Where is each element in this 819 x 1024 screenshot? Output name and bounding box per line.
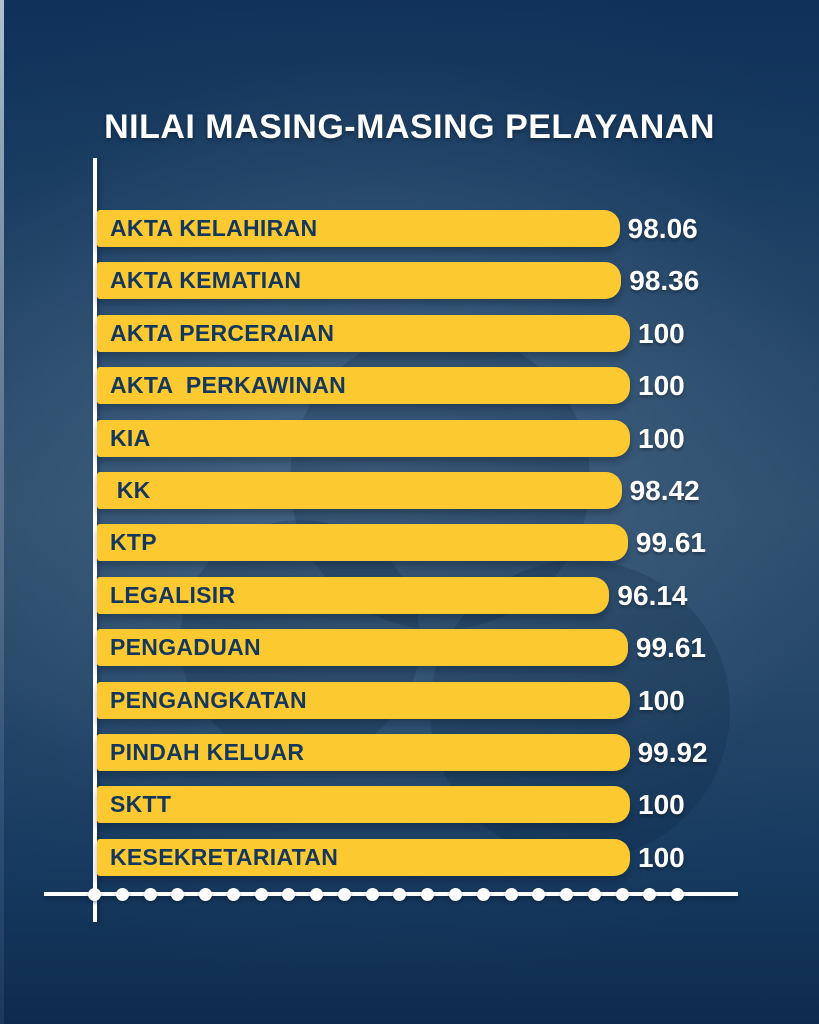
bar-row: AKTA KELAHIRAN 98.06: [97, 210, 797, 247]
axis-tick-dot: [504, 887, 518, 901]
axis-tick-dot: [282, 887, 296, 901]
axis-tick-dot: [254, 887, 268, 901]
bar-row: AKTA PERCERAIAN 100: [97, 314, 797, 352]
x-axis-line: [44, 892, 738, 896]
axis-tick-dot: [310, 887, 324, 901]
bar-row: SKTT 100: [97, 786, 797, 824]
axis-tick-dot: [393, 887, 407, 901]
bar-category-label: AKTA PERKAWINAN: [110, 372, 347, 399]
bar-row: PENGANGKATAN 100: [97, 681, 797, 719]
bar: PENGADUAN: [97, 629, 628, 667]
bar: AKTA PERKAWINAN: [97, 367, 630, 405]
bar-category-label: KK: [110, 477, 151, 503]
bar-category-label: AKTA PERCERAIAN: [110, 319, 335, 346]
bar-row: KIA 100: [97, 419, 797, 457]
bar-value-label: 98.42: [629, 475, 700, 506]
axis-tick-dot: [365, 887, 379, 901]
axis-tick-dot: [226, 887, 240, 901]
bar-value-label: 100: [638, 317, 685, 349]
bar-category-label: KIA: [110, 424, 151, 451]
axis-tick-dot: [421, 887, 435, 901]
bar: KTP: [97, 524, 628, 562]
bar-value-label: 100: [638, 841, 685, 873]
axis-tick-dot: [643, 887, 657, 901]
chart-title: NILAI MASING-MASING PELAYANAN: [104, 108, 715, 146]
bar: KK: [97, 472, 622, 509]
bar-row: KK 98.42: [97, 472, 797, 509]
bar: AKTA KELAHIRAN: [97, 210, 620, 247]
axis-tick-dot: [115, 887, 129, 901]
bar-category-label: KESEKRETARIATAN: [110, 843, 339, 870]
bar-category-label: SKTT: [110, 791, 172, 818]
bar-value-label: 99.61: [635, 632, 706, 664]
axis-tick-dot: [671, 887, 685, 901]
bar-category-label: PENGANGKATAN: [110, 686, 307, 713]
bar-row: PENGADUAN 99.61: [97, 629, 797, 667]
axis-tick-dot: [337, 887, 351, 901]
bar: PINDAH KELUAR: [97, 734, 630, 771]
left-edge-highlight: [0, 0, 4, 1024]
bar-row: AKTA KEMATIAN 98.36: [97, 262, 797, 300]
axis-tick-dot: [143, 887, 157, 901]
bar-row: AKTA PERKAWINAN 100: [97, 367, 797, 405]
axis-tick-dot: [199, 887, 213, 901]
bar-value-label: 96.14: [617, 579, 688, 611]
bar: PENGANGKATAN: [97, 681, 630, 719]
axis-tick-dot: [476, 887, 490, 901]
bar-row: LEGALISIR 96.14: [97, 576, 797, 614]
bar-value-label: 99.61: [635, 527, 706, 559]
axis-tick-dot: [88, 887, 102, 901]
bar-value-label: 98.06: [627, 213, 698, 244]
bar-value-label: 98.36: [629, 265, 700, 297]
bar: AKTA PERCERAIAN: [97, 314, 630, 352]
bar-category-label: LEGALISIR: [110, 581, 236, 608]
bar-category-label: KTP: [110, 529, 157, 556]
bar: KESEKRETARIATAN: [97, 838, 630, 876]
bar-row: KESEKRETARIATAN 100: [97, 838, 797, 876]
y-axis-line: [93, 158, 97, 922]
axis-tick-dot: [532, 887, 546, 901]
bar: SKTT: [97, 786, 630, 824]
bar: KIA: [97, 419, 630, 457]
bar-value-label: 100: [638, 370, 685, 402]
axis-tick-dot: [587, 887, 601, 901]
axis-tick-dot: [615, 887, 629, 901]
axis-tick-dot: [171, 887, 185, 901]
axis-tick-dot: [560, 887, 574, 901]
bar-row: PINDAH KELUAR 99.92: [97, 734, 797, 771]
bar-value-label: 99.92: [637, 737, 708, 768]
bar-category-label: PINDAH KELUAR: [110, 739, 305, 765]
bar-category-label: AKTA KELAHIRAN: [110, 215, 318, 241]
bar-row: KTP 99.61: [97, 524, 797, 562]
bar-value-label: 100: [638, 422, 685, 454]
axis-tick-dot: [448, 887, 462, 901]
bar-category-label: AKTA KEMATIAN: [110, 267, 302, 294]
bar: LEGALISIR: [97, 576, 610, 614]
bar: AKTA KEMATIAN: [97, 262, 622, 300]
bar-value-label: 100: [638, 684, 685, 716]
bar-category-label: PENGADUAN: [110, 634, 261, 661]
bar-value-label: 100: [638, 789, 685, 821]
